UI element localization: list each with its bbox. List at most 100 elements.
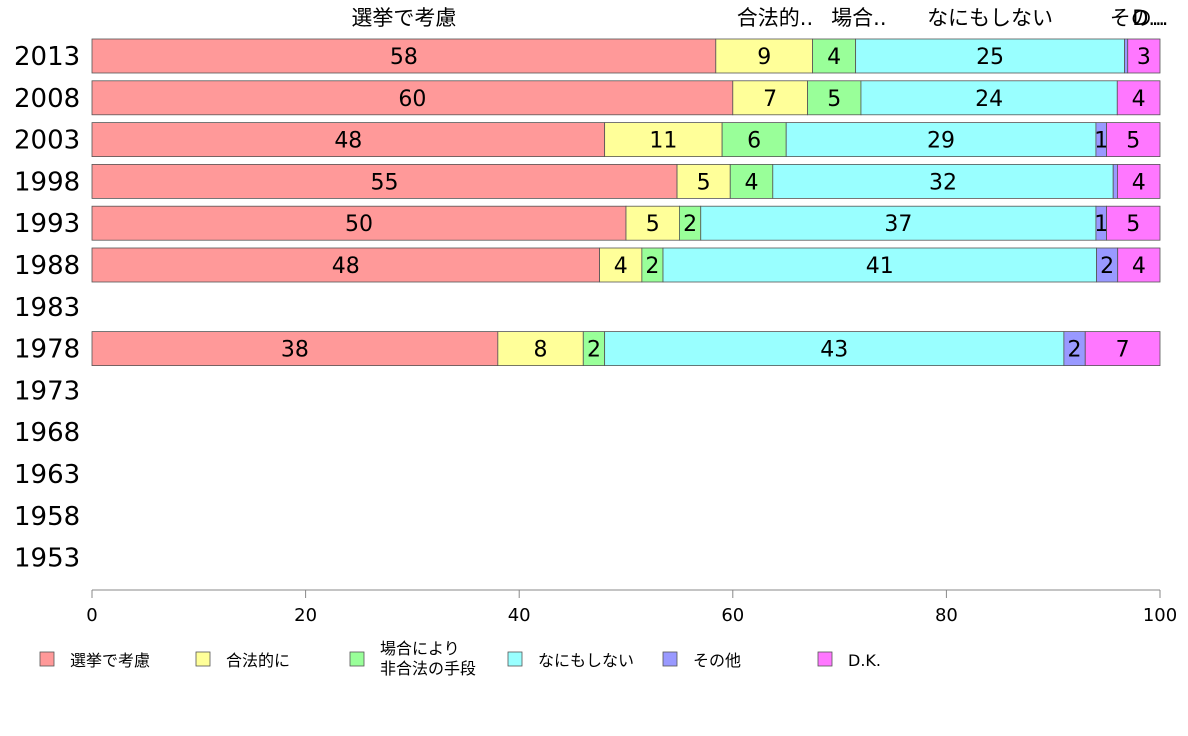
y-axis-category-labels: 2013 2008 2003 1998 1993 1988 1983 1978 1973 1968…: [14, 42, 80, 574]
bar-segment: [662, 247, 1097, 283]
bar-segment: [700, 205, 1097, 241]
bar-segment: [91, 122, 606, 157]
bar-value-label: 2: [1068, 338, 1082, 363]
bar-segment: [91, 38, 717, 74]
category-label: 1973: [14, 376, 80, 406]
top-label-1: 合法的..: [737, 6, 813, 30]
top-label-5: D...: [1132, 6, 1168, 30]
bar-segment: [599, 247, 643, 283]
category-label: 2013: [14, 42, 80, 72]
x-tick-label: 0: [86, 605, 97, 626]
bar-value-label: 2: [587, 338, 601, 363]
legend-swatch: [39, 651, 55, 667]
legend-swatch: [349, 651, 365, 667]
x-tick-label: 40: [508, 605, 531, 626]
bar-segment: [785, 122, 1097, 157]
top-label-0: 選挙で考慮: [351, 6, 456, 30]
bar-value-label: 48: [334, 129, 362, 154]
bar-segment: [676, 163, 731, 199]
x-tick-label: 100: [1143, 605, 1177, 626]
bar-segment: [721, 122, 787, 157]
category-label: 1963: [14, 460, 80, 490]
bar-value-label: 4: [745, 170, 759, 195]
bar-value-label: 4: [1132, 87, 1146, 112]
bar-value-label: 2: [1100, 254, 1114, 279]
bar-segment: [1116, 80, 1161, 116]
legend-label: なにもしない: [538, 651, 634, 670]
bar-value-label: 4: [1132, 254, 1146, 279]
bar-value-label: 11: [649, 129, 677, 154]
bar-segment: [625, 205, 680, 241]
bar-value-label: 4: [1132, 170, 1146, 195]
bar-segment: [91, 80, 734, 116]
bar-value-label: 5: [697, 170, 711, 195]
category-label: 1978: [14, 335, 80, 365]
bar-value-label: 1: [1094, 129, 1108, 154]
x-tick-label: 60: [721, 605, 744, 626]
category-label: 1993: [14, 209, 80, 239]
top-series-labels: 選挙で考慮 合法的.. 場合.. なにもしない その..D...: [351, 6, 1168, 30]
bar-value-label: 41: [866, 254, 894, 279]
bar-value-label: 7: [1116, 338, 1130, 363]
bar-segment: [497, 331, 584, 367]
bar-segment: [1106, 122, 1161, 157]
bar-segment: [91, 163, 678, 199]
bar-value-label: 4: [827, 45, 841, 70]
bar-value-label: 60: [398, 87, 426, 112]
bar-value-label: 32: [929, 170, 957, 195]
legend-label: 選挙で考慮: [70, 651, 150, 670]
bar-value-label: 9: [757, 45, 771, 70]
legend-label: 合法的に: [226, 651, 290, 670]
bar-value-label: 29: [927, 129, 955, 154]
category-label: 1953: [14, 544, 80, 574]
bar-value-label: 43: [820, 338, 848, 363]
bar-segment: [91, 331, 499, 367]
category-label: 1968: [14, 418, 80, 448]
bar-segment: [91, 247, 600, 283]
bar-segment: [1112, 163, 1118, 199]
bar-segment: [772, 163, 1114, 199]
x-tick-label: 80: [935, 605, 958, 626]
bar-segment: [729, 163, 774, 199]
bar-value-label: 37: [884, 212, 912, 237]
bar-value-label: 2: [645, 254, 659, 279]
bar-value-label: 1: [1094, 212, 1108, 237]
bar-value-label: 38: [281, 338, 309, 363]
legend-swatch: [817, 651, 833, 667]
bar-value-label: 24: [975, 87, 1003, 112]
category-label: 1998: [14, 167, 80, 197]
category-label: 2008: [14, 84, 80, 114]
bar-value-label: 5: [1126, 129, 1140, 154]
bar-value-label: 58: [390, 45, 418, 70]
bar-value-label: 3: [1137, 45, 1151, 70]
bar-segment: [1127, 38, 1161, 74]
bar-segment: [860, 80, 1118, 116]
legend: 選挙で考慮 合法的に 場合により非合法の手段 なにもしない その他 D.K.: [39, 639, 881, 678]
bar-value-label: 5: [646, 212, 660, 237]
bar-segment: [1106, 205, 1161, 241]
legend-swatch: [507, 651, 523, 667]
bar-segment: [812, 38, 857, 74]
bar-value-label: 48: [332, 254, 360, 279]
bar-segment: [1117, 163, 1161, 199]
bar-segment: [807, 80, 862, 116]
category-label: 1983: [14, 293, 80, 323]
legend-swatch: [195, 651, 211, 667]
bar-value-label: 4: [614, 254, 628, 279]
bar-value-label: 7: [763, 87, 777, 112]
bar-segment: [1084, 331, 1161, 367]
legend-label: 場合により非合法の手段: [380, 639, 476, 678]
bar-segment: [1117, 247, 1161, 283]
bar-value-label: 5: [1126, 212, 1140, 237]
bar-segment: [715, 38, 814, 74]
bar-value-label: 8: [534, 338, 548, 363]
bar-value-label: 2: [683, 212, 697, 237]
category-label: 1958: [14, 502, 80, 532]
top-label-2: 場合..: [831, 6, 886, 30]
x-axis: 0 20 40 60 80 100: [86, 589, 1177, 626]
bar-value-label: 6: [747, 129, 761, 154]
bar-value-label: 50: [345, 212, 373, 237]
legend-label: その他: [693, 651, 741, 670]
top-label-4: その..: [1110, 6, 1165, 30]
